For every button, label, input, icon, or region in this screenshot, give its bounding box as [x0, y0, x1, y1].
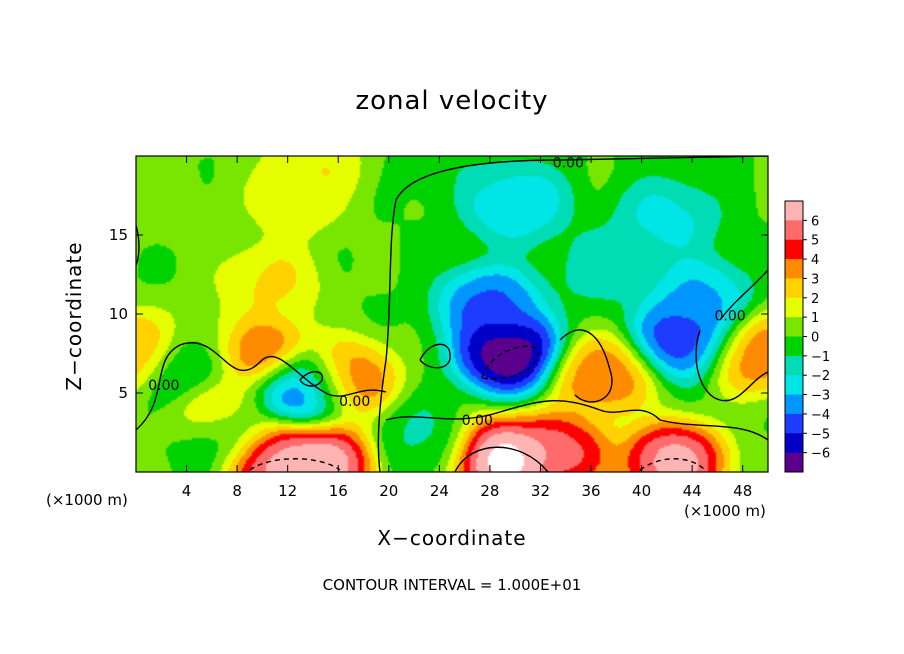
colorbar-tick-label: −5 [811, 427, 830, 442]
x-unit-label-right: (×1000 m) [684, 502, 766, 520]
colorbar-tick-label: 6 [811, 214, 819, 229]
contour-line [377, 156, 768, 472]
colorbar-segment [785, 239, 803, 260]
colorbar-segment [785, 394, 803, 415]
colorbar-segment [785, 220, 803, 241]
contour-line [385, 400, 768, 441]
x-tick-label: 48 [733, 482, 752, 500]
contour-line [559, 329, 613, 403]
x-tick-label: 16 [329, 482, 348, 500]
chart-title: zonal velocity [355, 86, 549, 116]
x-tick-label: 28 [480, 482, 499, 500]
colorbar-segment [785, 317, 803, 337]
x-axis-label: X−coordinate [377, 526, 527, 550]
y-tick-label: 10 [109, 305, 128, 323]
colorbar-segment [785, 433, 803, 454]
colorbar-tick-label: 1 [811, 311, 819, 326]
x-tick-label: 40 [632, 482, 651, 500]
colorbar-tick-label: −3 [811, 389, 830, 404]
x-axis: 4 8 12 16 20 24 28 32 36 40 44 48 [182, 156, 752, 500]
zero-contour-lines [136, 156, 768, 472]
y-tick-label: 5 [118, 384, 128, 402]
colorbar-segment [785, 259, 803, 279]
colorbar-segment [785, 336, 803, 357]
colorbar-tick-label: 4 [811, 253, 819, 268]
colorbar-segment [785, 297, 803, 318]
colorbar-segment [785, 452, 803, 473]
contour-label: 0.00 [148, 378, 179, 394]
y-tick-label: 15 [109, 226, 128, 244]
contour-line [454, 446, 549, 472]
contour-label: 0.00 [462, 413, 493, 429]
colorbar-segment [785, 355, 803, 376]
colorbar-tick-label: −6 [811, 447, 830, 462]
contour-line [719, 269, 768, 321]
contour-line [136, 224, 140, 266]
contour-line [299, 371, 324, 387]
y-axis: 5 10 15 [109, 226, 768, 402]
x-tick-label: 32 [531, 482, 550, 500]
colorbar-tick-label: 5 [811, 234, 819, 249]
x-tick-label: 12 [278, 482, 297, 500]
x-tick-label: 44 [683, 482, 702, 500]
colorbar-tick-label: −1 [811, 350, 830, 365]
contour-label: 0.00 [553, 155, 584, 171]
contour-line [249, 458, 341, 471]
colorbar-segment [785, 201, 803, 221]
contour-line [695, 329, 768, 402]
contour-line [419, 343, 451, 369]
contour-label: 0.00 [339, 394, 370, 410]
colorbar-tick-label: −4 [811, 408, 830, 423]
contour-interval-note: CONTOUR INTERVAL = 1.000E+01 [322, 576, 582, 594]
x-tick-label: 24 [430, 482, 449, 500]
colorbar-tick-label: 2 [811, 292, 819, 307]
colorbar-tick-label: 0 [811, 331, 819, 346]
colorbar-segment [785, 375, 803, 396]
x-tick-label: 8 [232, 482, 242, 500]
colorbar-segment [785, 278, 803, 299]
colorbar-tick-label: −2 [811, 369, 830, 384]
contour-labels: 0.00 0.00 0.00 0.00 0.00 [148, 155, 745, 429]
colorbar-tick-label: 3 [811, 272, 819, 287]
x-unit-label-left: (×1000 m) [46, 491, 128, 509]
x-tick-label: 4 [182, 482, 192, 500]
x-tick-label: 20 [379, 482, 398, 500]
contour-line [639, 458, 706, 471]
velocity-field [136, 156, 768, 472]
x-tick-label: 36 [581, 482, 600, 500]
colorbar-segment [785, 413, 803, 434]
colorbar: 6 5 4 3 2 1 0 −1 −2 −3 −4 −5 −6 [784, 200, 830, 473]
contour-line [136, 342, 387, 431]
contour-label: 0.00 [714, 309, 745, 325]
